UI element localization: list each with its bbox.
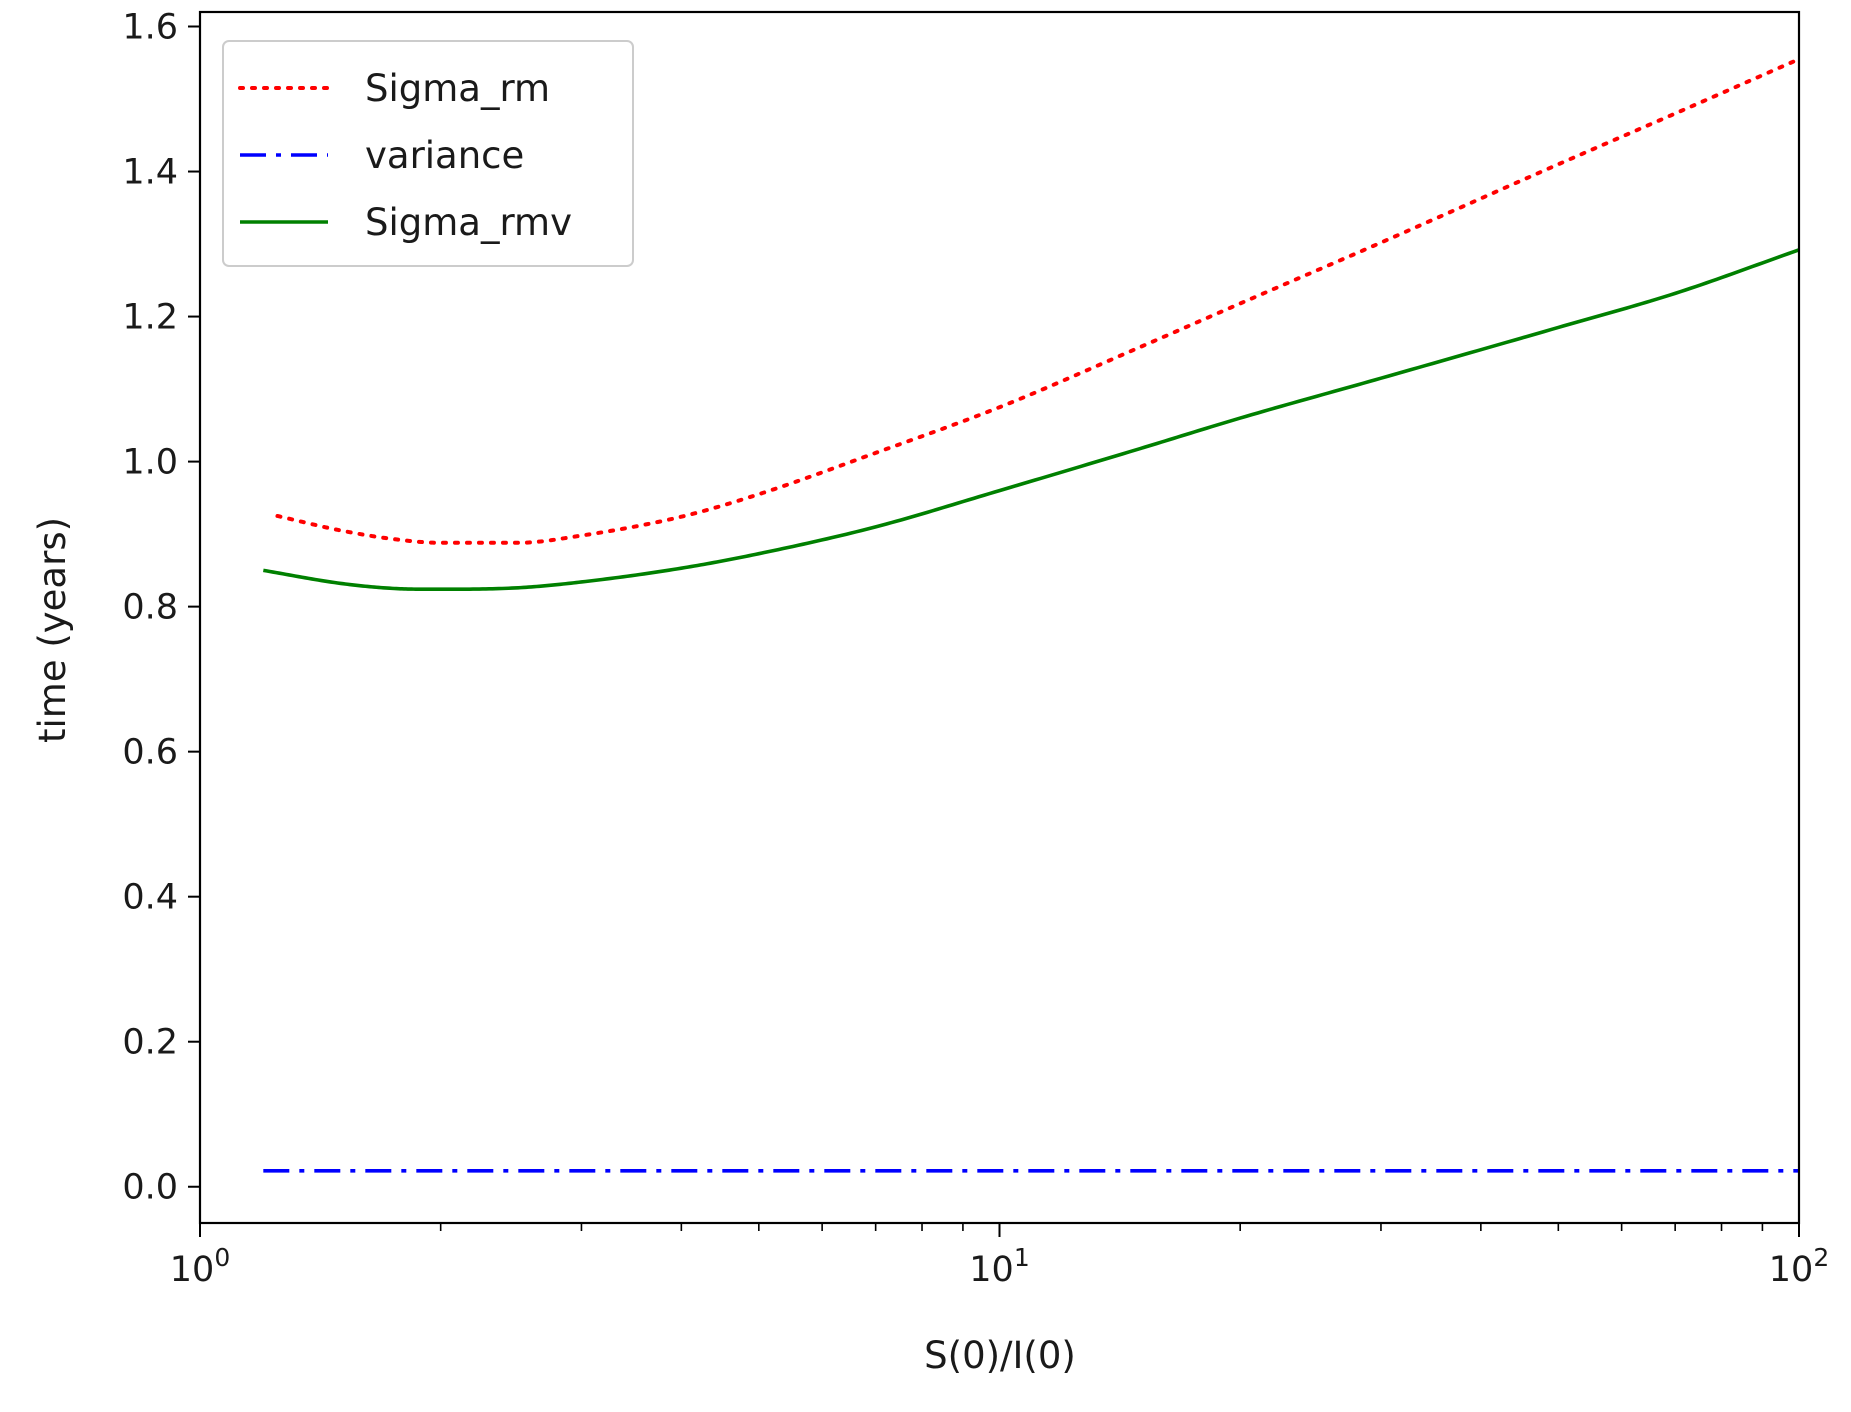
y-tick-label: 1.0	[122, 443, 178, 483]
y-axis-label: time (years)	[31, 517, 74, 743]
y-tick-label: 0.6	[122, 733, 178, 773]
legend-box	[222, 40, 634, 267]
legend: Sigma_rm variance Sigma_rmv	[222, 40, 634, 267]
series-line-sigma-rm	[275, 57, 1799, 545]
legend-label-variance: variance	[365, 134, 524, 177]
x-tick-label: 100	[170, 1243, 230, 1290]
series-layer	[263, 57, 1799, 1173]
y-tick-label: 0.2	[122, 1023, 178, 1063]
legend-label-sigma-rm: Sigma_rm	[365, 67, 550, 110]
y-tick-label: 0.4	[122, 878, 178, 918]
x-tick-label: 101	[969, 1243, 1029, 1290]
y-axis: 0.0 0.2 0.4 0.6 0.8 1.0 1.2 1.4 1.6	[122, 8, 200, 1208]
y-tick-label: 1.4	[122, 153, 178, 193]
x-tick-label: 102	[1769, 1243, 1829, 1290]
x-axis: 100 101 102	[170, 1223, 1829, 1290]
y-tick-label: 1.6	[122, 8, 178, 48]
y-tick-label: 0.8	[122, 588, 178, 628]
y-tick-label: 0.0	[122, 1168, 178, 1208]
x-axis-label: S(0)/I(0)	[924, 1334, 1076, 1377]
legend-label-sigma-rmv: Sigma_rmv	[365, 201, 572, 244]
y-tick-label: 1.2	[122, 298, 178, 338]
series-line-sigma-rmv	[263, 248, 1799, 592]
